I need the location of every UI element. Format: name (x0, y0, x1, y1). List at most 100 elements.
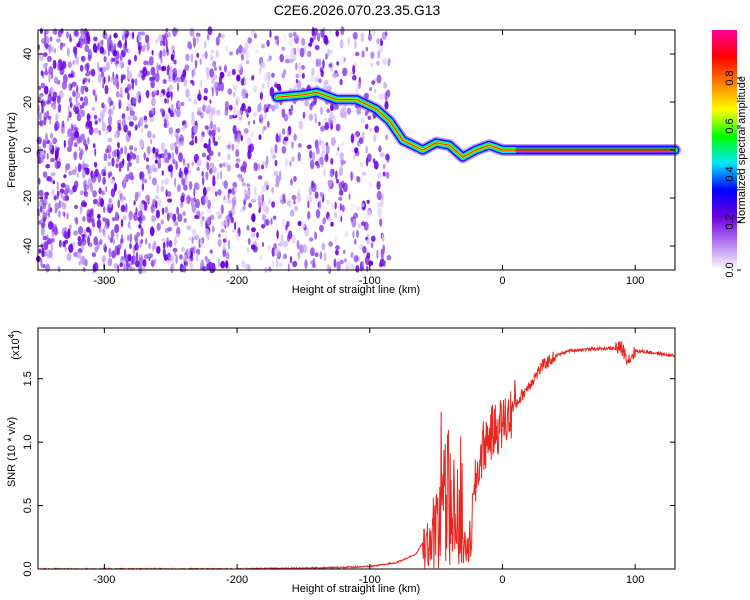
noise-speckle (61, 80, 67, 90)
noise-speckle (180, 73, 185, 83)
noise-speckle (369, 87, 372, 92)
x-tick-label: -100 (359, 275, 381, 287)
noise-speckle (49, 176, 53, 183)
noise-speckle (354, 147, 359, 154)
noise-speckle (161, 179, 164, 185)
snr-y-unit: (x104) (7, 330, 22, 360)
noise-speckle (209, 68, 214, 78)
noise-speckle (101, 66, 107, 73)
noise-speckle (360, 133, 364, 138)
noise-speckle (171, 112, 175, 117)
noise-speckle (205, 216, 211, 225)
noise-speckle (53, 225, 57, 233)
noise-speckle (364, 110, 368, 117)
noise-speckle (306, 193, 311, 203)
noise-speckle (274, 144, 278, 154)
noise-speckle (88, 78, 91, 83)
noise-speckle (64, 165, 68, 173)
noise-speckle (182, 265, 187, 273)
x-tick-label: -300 (93, 574, 115, 586)
noise-speckle (304, 259, 308, 269)
noise-speckle (314, 231, 318, 240)
noise-speckle (342, 182, 348, 193)
noise-speckle (385, 31, 388, 37)
noise-speckle (108, 247, 112, 258)
noise-speckle (306, 144, 312, 150)
noise-speckle (183, 166, 189, 176)
noise-speckle (92, 89, 96, 96)
noise-speckle (202, 266, 207, 272)
noise-speckle (273, 242, 277, 249)
noise-speckle (124, 248, 127, 259)
noise-speckle (107, 137, 113, 143)
noise-speckle (137, 73, 141, 78)
noise-speckle (140, 31, 146, 36)
noise-speckle (103, 152, 108, 162)
noise-speckle (318, 200, 322, 209)
noise-speckle (275, 175, 280, 186)
noise-speckle (362, 246, 367, 254)
noise-speckle (56, 95, 61, 104)
noise-speckle (260, 62, 266, 69)
y-tick-label: 20 (22, 96, 34, 108)
noise-speckle (181, 178, 186, 186)
noise-speckle (60, 201, 65, 207)
noise-speckle (365, 123, 369, 130)
noise-speckle (167, 31, 171, 38)
noise-speckle (367, 33, 373, 42)
noise-speckle (267, 71, 271, 82)
noise-speckle (73, 241, 76, 247)
noise-speckle (115, 59, 118, 68)
noise-speckle (293, 175, 297, 182)
noise-speckle (267, 103, 270, 109)
noise-speckle (238, 44, 243, 54)
noise-speckle (90, 68, 96, 77)
noise-speckle (139, 202, 145, 212)
noise-speckle (196, 107, 202, 112)
noise-speckle (120, 256, 125, 260)
noise-speckle (157, 34, 163, 42)
noise-speckle (68, 224, 72, 230)
noise-speckle (313, 113, 317, 118)
spectrogram-x-axis: -300 -200 -100 0 100 (93, 30, 644, 287)
noise-speckle (46, 209, 50, 217)
noise-speckle (174, 177, 177, 188)
noise-speckle (201, 53, 205, 59)
noise-speckle (102, 83, 105, 89)
noise-speckle (176, 82, 180, 92)
noise-speckle (376, 74, 382, 84)
noise-speckle (251, 198, 257, 203)
noise-speckle (143, 201, 148, 212)
noise-speckle (379, 37, 383, 47)
noise-speckle (159, 93, 164, 98)
noise-speckle (294, 205, 299, 212)
noise-speckle (116, 158, 119, 163)
noise-speckle (253, 162, 258, 172)
noise-speckle (162, 40, 166, 47)
noise-speckle (99, 46, 105, 54)
noise-speckle (222, 238, 227, 243)
noise-speckle (259, 91, 263, 101)
noise-speckle (139, 171, 143, 180)
noise-speckle (280, 234, 284, 244)
noise-speckle (127, 116, 133, 121)
noise-speckle (227, 239, 231, 250)
noise-speckle (132, 245, 136, 256)
colorbar-tick-label: 0.2 (724, 214, 736, 229)
noise-speckle (178, 152, 183, 163)
noise-speckle (312, 258, 316, 268)
noise-speckle (339, 152, 344, 160)
noise-speckle (335, 152, 340, 157)
noise-speckle (274, 102, 279, 110)
noise-speckle (212, 264, 216, 272)
noise-speckle (106, 203, 111, 214)
noise-speckle (130, 173, 134, 179)
noise-speckle (203, 143, 208, 149)
colorbar-tick-label: 0.0 (724, 262, 736, 277)
noise-speckle (382, 171, 386, 177)
noise-speckle (223, 180, 228, 190)
noise-speckle (371, 28, 376, 37)
noise-speckle (342, 67, 348, 77)
noise-speckle (41, 98, 45, 109)
noise-speckle (241, 182, 247, 187)
